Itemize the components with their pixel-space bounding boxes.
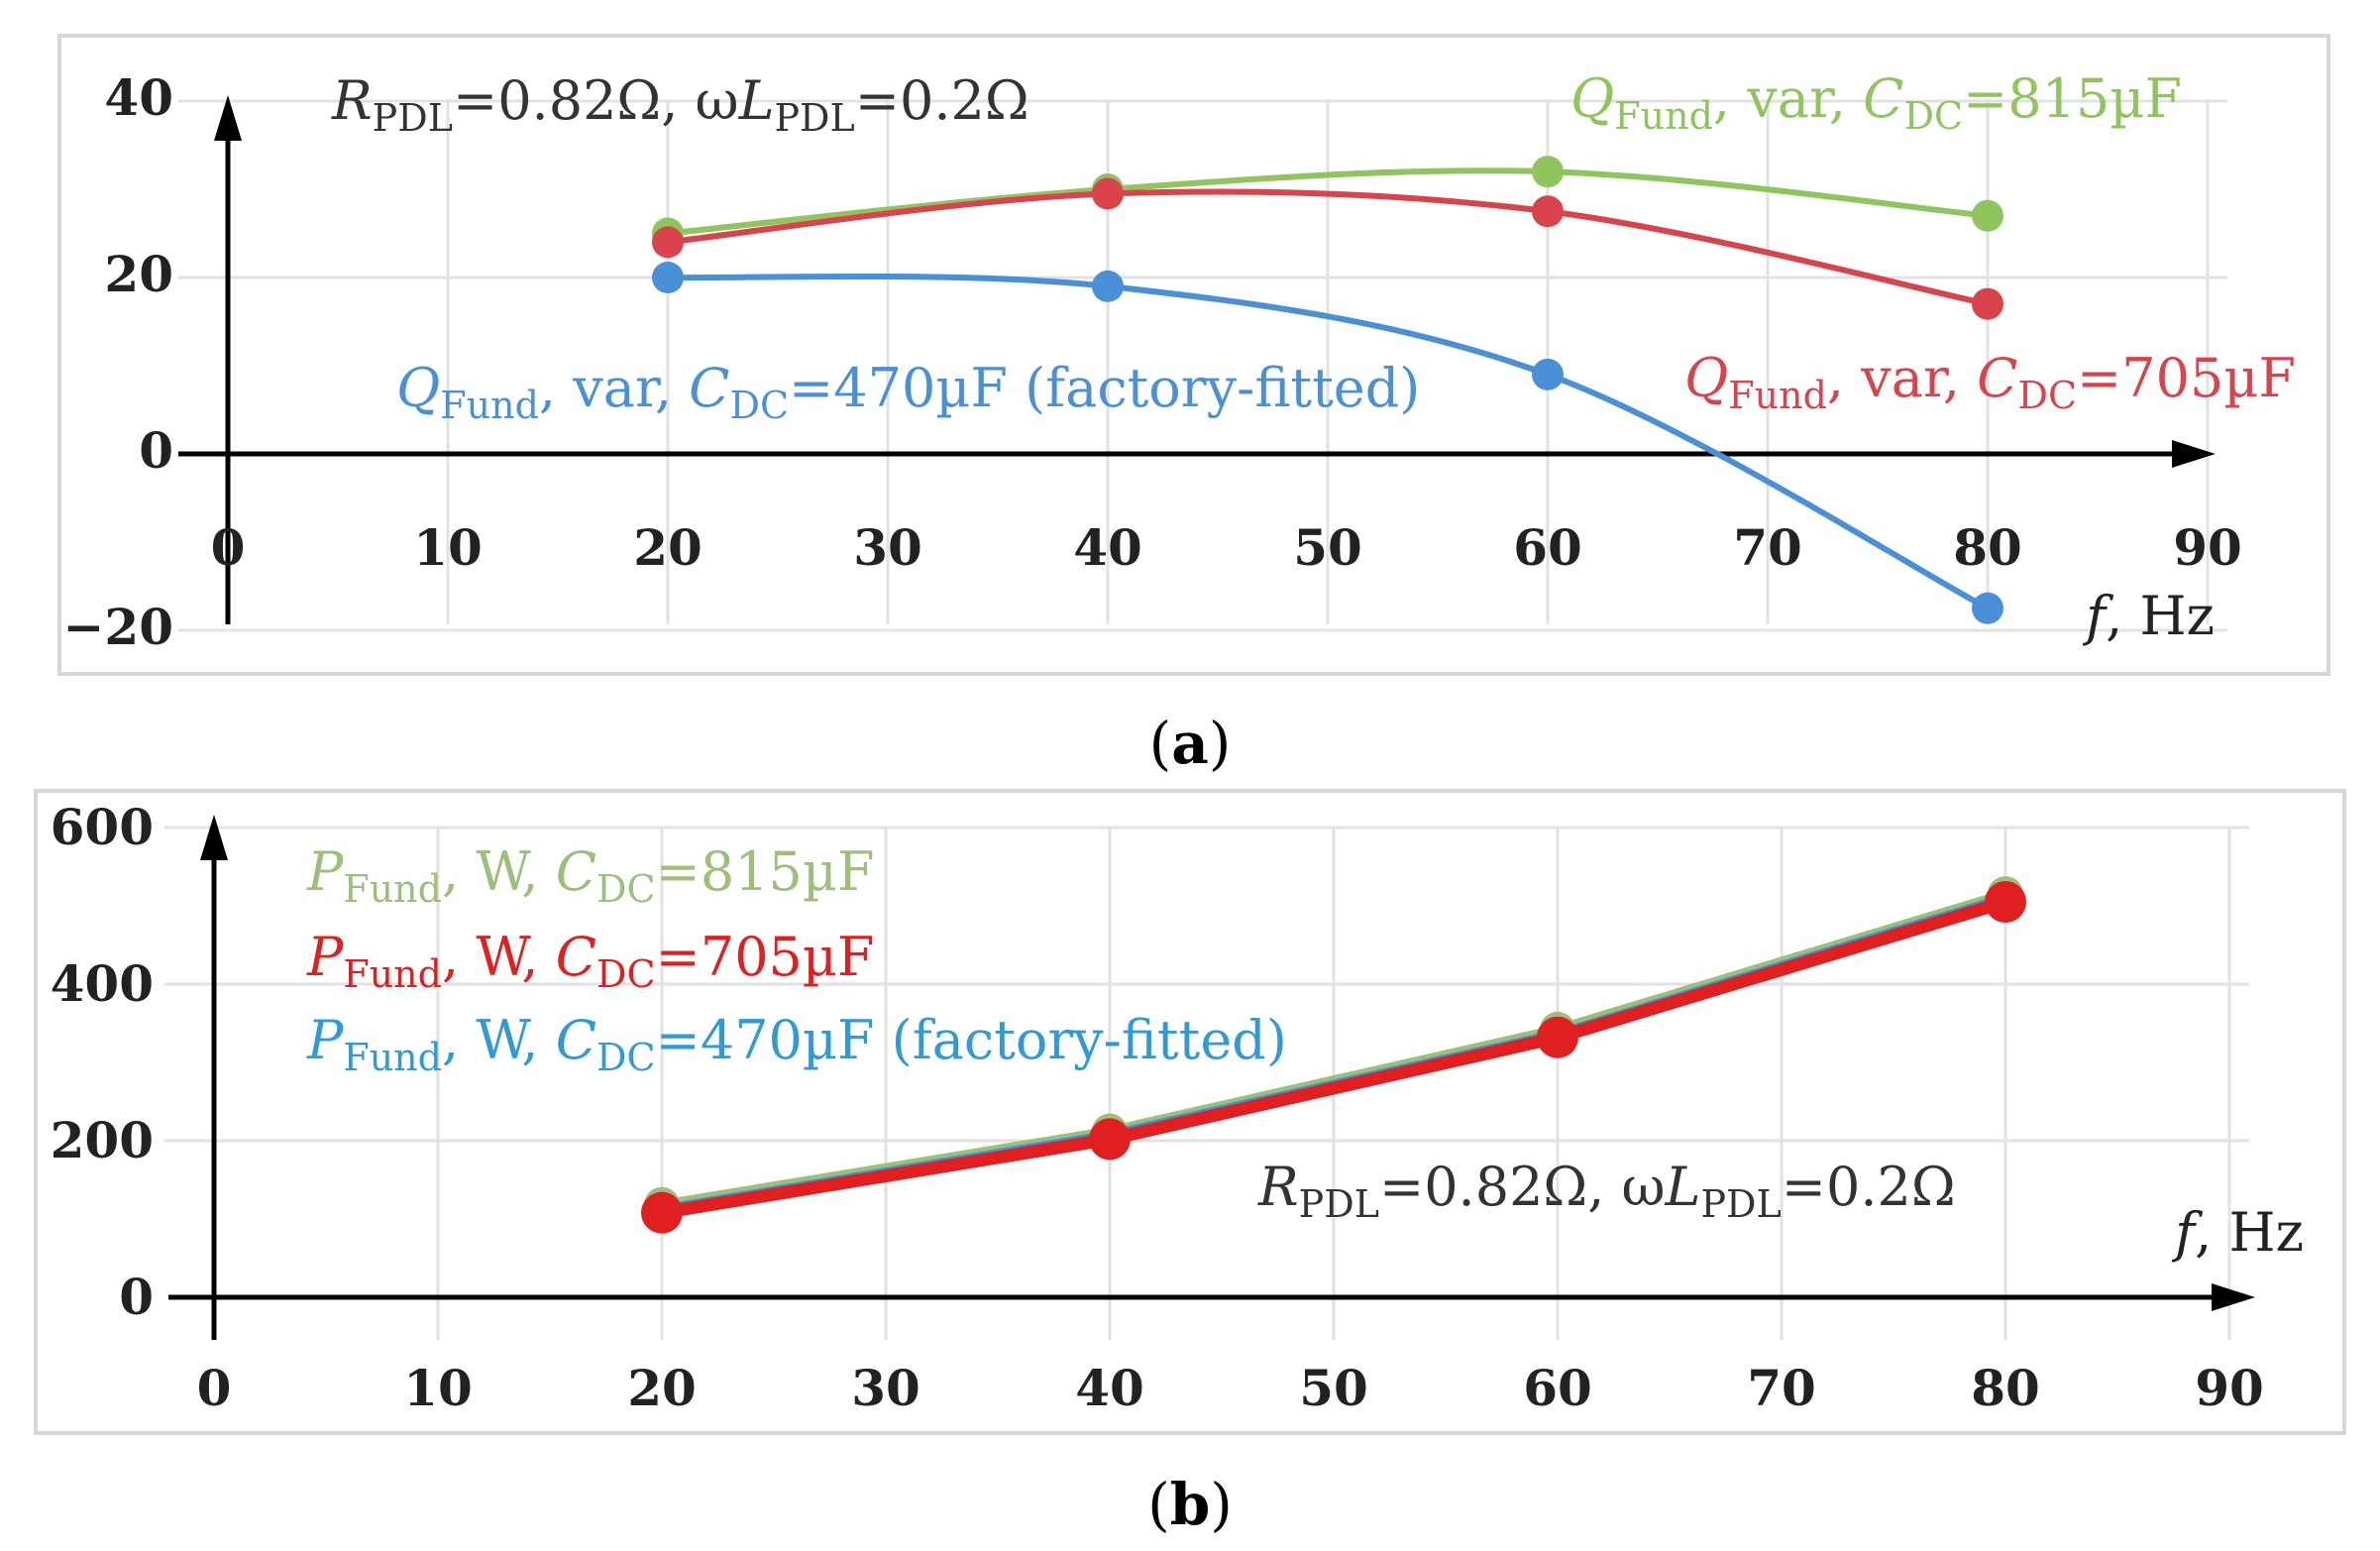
data-point	[1532, 156, 1564, 187]
panel-a-x-axis-label: f, Hz	[2082, 585, 2215, 647]
y-tick: 400	[51, 954, 154, 1013]
x-tick-label: 60	[1523, 1359, 1592, 1417]
legend-p-470: PFund, W, CDC=470µF (factory-fitted)	[306, 1009, 1287, 1079]
x-tick-label: 40	[1075, 1359, 1144, 1417]
panel-b-x-axis-label: f, Hz	[2171, 1201, 2304, 1264]
x-tick-label: 20	[633, 518, 703, 577]
x-tick-label: 90	[2173, 518, 2242, 577]
y-tick: 0	[119, 1268, 154, 1326]
data-point	[1985, 881, 2026, 923]
legend-q-470: QFund, var, CDC=470µF (factory-fitted)	[396, 357, 1420, 427]
x-tick-label: 40	[1073, 518, 1142, 577]
data-point	[1092, 271, 1124, 302]
x-tick-label: 80	[1971, 1359, 2040, 1417]
data-point	[1532, 359, 1564, 390]
data-point	[1089, 1118, 1131, 1160]
data-point	[1532, 195, 1564, 227]
panel-a: 40 20 0 −20 0 10 20 30 40 50 60 70 80 90 f, Hz RP…	[59, 36, 2328, 674]
panel-b: 600 400 200 0 0 10 20 30 40 50 60 70 80 90 f, Hz …	[36, 791, 2344, 1433]
x-tick-label: 30	[851, 1359, 920, 1417]
y-tick: 20	[104, 245, 173, 303]
x-tick-label: 30	[853, 518, 922, 577]
data-point	[1972, 200, 2003, 232]
y-tick: 200	[51, 1111, 154, 1169]
x-tick-label: 50	[1299, 1359, 1368, 1417]
x-tick-label: 60	[1513, 518, 1582, 577]
x-tick-label: 10	[413, 518, 483, 577]
x-tick-label: 0	[197, 1359, 232, 1417]
y-tick: −20	[63, 598, 173, 656]
y-tick: 40	[104, 68, 173, 127]
x-tick-label: 50	[1293, 518, 1362, 577]
panel-a-caption: (a)	[1149, 710, 1232, 777]
data-point	[652, 262, 684, 293]
data-point	[1972, 593, 2003, 624]
panel-b-caption: (b)	[1147, 1471, 1233, 1538]
data-point	[1537, 1017, 1578, 1058]
x-tick-label: 70	[1733, 518, 1802, 577]
x-tick-label: 10	[403, 1359, 473, 1417]
x-tick-label: 0	[211, 518, 246, 577]
x-tick-label: 90	[2195, 1359, 2264, 1417]
x-tick-label: 70	[1747, 1359, 1816, 1417]
data-point	[652, 226, 684, 258]
x-tick-label: 20	[627, 1359, 697, 1417]
data-point	[641, 1192, 683, 1234]
figure: 40 20 0 −20 0 10 20 30 40 50 60 70 80 90 f, Hz RP…	[0, 0, 2380, 1551]
x-tick-label: 80	[1953, 518, 2022, 577]
y-tick: 0	[139, 421, 173, 480]
y-tick: 600	[51, 798, 154, 856]
data-point	[1972, 288, 2003, 320]
data-point	[1092, 177, 1124, 209]
